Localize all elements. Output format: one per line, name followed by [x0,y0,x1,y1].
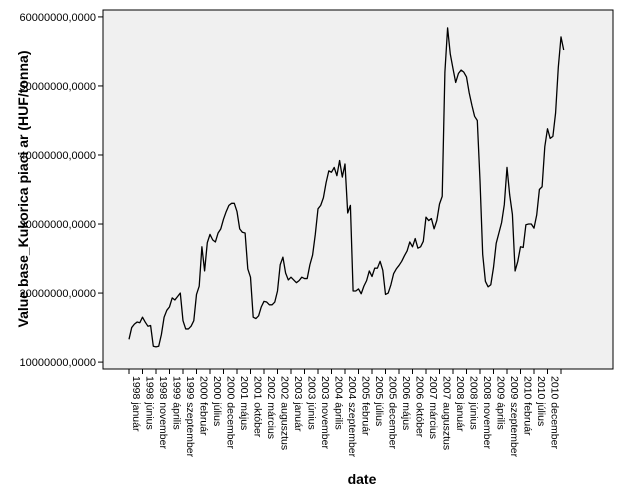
x-tick-label: 2009 szeptember [508,376,520,458]
y-axis: 10000000,0000 20000000,0000 30000000,0000 4… [20,12,103,369]
x-axis: 1998 január 1998 június 1998 november 1999 … [128,369,562,458]
x-tick-label: 2001 május [238,376,250,430]
x-tick-label: 2003 június [306,376,318,430]
x-tick-label: 2002 március [265,376,277,439]
y-tick-label: 40000000,0000 [20,150,96,162]
x-tick-label: 2007 augusztus [441,376,453,450]
x-tick-label: 2003 január [292,376,304,432]
plot-area [102,9,614,370]
x-tick-label: 2008 június [468,376,480,430]
x-tick-label: 1999 április [171,376,183,430]
x-tick-label: 2000 február [198,376,210,436]
y-tick-label: 60000000,0000 [20,12,96,24]
y-tick-label: 30000000,0000 [20,219,96,231]
x-tick-label: 2002 augusztus [279,376,291,450]
x-tick-label: 2006 május [400,376,412,430]
x-tick-label: 2000 július [211,376,223,426]
x-tick-label: 2003 november [319,376,331,449]
x-tick-label: 2005 december [387,376,399,449]
x-tick-label: 1998 június [144,376,156,430]
x-tick-label: 1998 november [157,376,169,449]
series-line [128,27,565,348]
x-tick-label: 2007 március [427,376,439,439]
x-tick-label: 2009 április [495,376,507,430]
x-tick-label: 2010 július [535,376,547,426]
y-tick-label: 10000000,0000 [20,357,96,369]
x-axis-label: date [348,471,377,487]
y-tick-label: 50000000,0000 [20,81,96,93]
x-tick-label: 2004 szeptember [346,376,358,458]
x-tick-label: 2000 december [225,376,237,449]
y-axis-label: Value base_Kukorica piaci ar (HUF/tonna) [15,51,31,328]
x-tick-label: 2006 október [414,376,426,438]
x-tick-label: 2008 november [481,376,493,449]
x-tick-label: 1999 szeptember [184,376,196,458]
x-tick-label: 2010 február [522,376,534,436]
x-tick-label: 2004 április [333,376,345,430]
y-tick-label: 20000000,0000 [20,288,96,300]
x-tick-label: 1998 január [130,376,142,432]
x-tick-label: 2005 július [373,376,385,426]
x-tick-label: 2001 október [252,376,264,438]
x-tick-label: 2010 december [549,376,561,449]
x-tick-label: 2005 február [360,376,372,436]
x-tick-label: 2008 január [454,376,466,432]
